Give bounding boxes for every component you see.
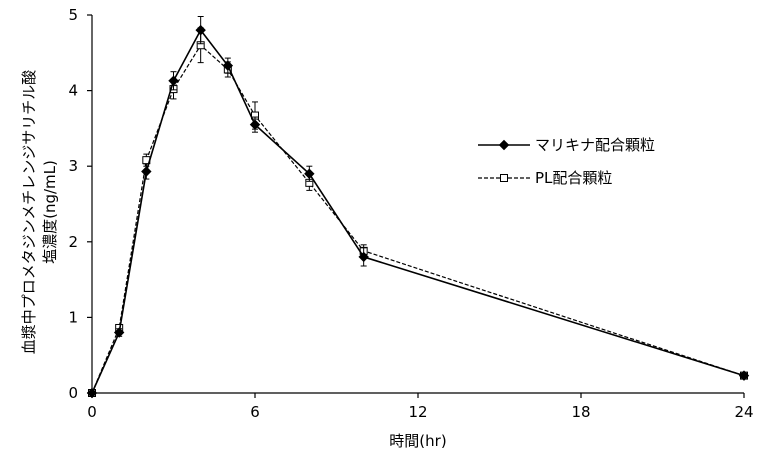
data-point xyxy=(141,166,152,177)
x-tick-label: 12 xyxy=(408,403,427,421)
data-point xyxy=(195,24,206,36)
y-tick-label: 1 xyxy=(68,308,78,326)
data-point xyxy=(249,119,261,130)
legend: マリキナ配合顆粒 PL配合顆粒 xyxy=(478,136,655,187)
x-axis-title: 時間(hr) xyxy=(389,432,446,450)
data-point xyxy=(738,370,750,381)
x-tick-label: 6 xyxy=(250,403,260,421)
data-point xyxy=(168,75,179,86)
legend-label: マリキナ配合顆粒 xyxy=(535,136,655,154)
axes xyxy=(91,15,744,394)
series-layer xyxy=(86,16,750,399)
data-point xyxy=(358,251,369,263)
y-axis-title-line2: 塩濃度(ng/mL) xyxy=(41,160,59,264)
series-pl xyxy=(88,27,748,397)
y-axis-ticks: 0 1 2 3 4 5 xyxy=(68,6,92,402)
series-line xyxy=(91,28,745,394)
x-tick-label: 24 xyxy=(734,403,753,421)
x-tick-label: 0 xyxy=(87,403,97,421)
y-axis-title-line1: 血漿中プロメタジンメチレンジサリチル酸 xyxy=(20,70,38,355)
series-marikina xyxy=(86,16,750,399)
legend-marker xyxy=(500,174,508,182)
data-point xyxy=(86,387,98,399)
data-point xyxy=(222,60,234,71)
x-tick-label: 18 xyxy=(571,403,590,421)
data-point xyxy=(113,327,125,338)
series-line xyxy=(91,44,745,394)
legend-marker xyxy=(498,139,510,151)
y-tick-label: 2 xyxy=(68,233,78,251)
y-tick-label: 5 xyxy=(68,6,78,24)
legend-label: PL配合顆粒 xyxy=(535,169,612,187)
x-axis-ticks: 0 6 12 18 24 xyxy=(87,393,754,421)
y-tick-label: 4 xyxy=(68,82,78,100)
y-tick-label: 0 xyxy=(68,384,78,402)
data-point xyxy=(304,168,315,179)
y-tick-label: 3 xyxy=(68,157,78,175)
